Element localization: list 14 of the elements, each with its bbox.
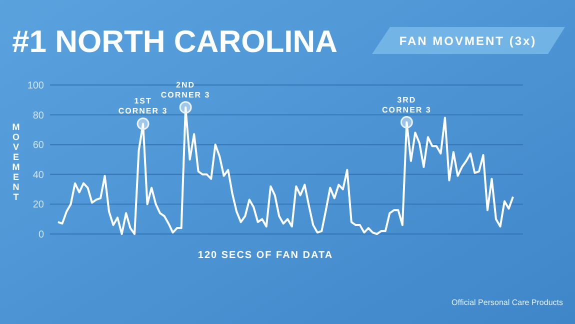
y-tick-label: 0 — [38, 230, 44, 240]
y-tick-label: 40 — [32, 170, 44, 181]
y-tick-label: 20 — [32, 200, 44, 211]
annotation: 1ST CORNER 3 — [118, 96, 168, 116]
chart-title: #1 NORTH CAROLINA — [12, 24, 338, 59]
y-axis-title: MOVEMENT — [12, 122, 20, 202]
annotation: 2ND CORNER 3 — [160, 80, 210, 100]
text: Official Personal Care Products — [452, 298, 563, 307]
x-axis-title: 120 SECS OF FAN DATA — [198, 250, 334, 261]
y-tick-label: 60 — [32, 140, 44, 152]
y-tick-label: 80 — [32, 110, 44, 122]
chart-subtitle: FAN MOVMENT (3x) — [399, 34, 537, 48]
y-tick-label: 100 — [27, 80, 44, 92]
annotation: 3RD CORNER 3 — [382, 95, 432, 114]
